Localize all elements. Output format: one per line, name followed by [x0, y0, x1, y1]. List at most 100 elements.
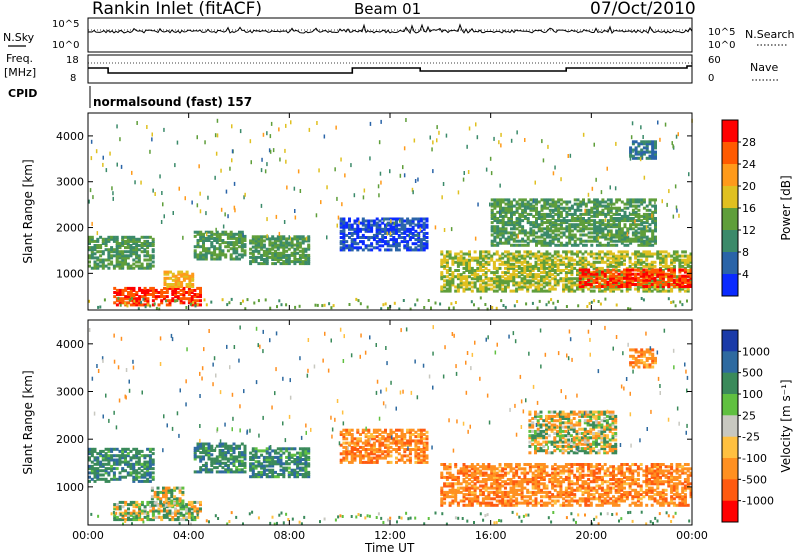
echo-cell: [526, 260, 530, 264]
echo-cell: [160, 220, 163, 224]
echo-cell: [115, 246, 119, 250]
echo-cell: [174, 163, 176, 168]
echo-cell: [493, 235, 497, 239]
echo-cell: [307, 449, 311, 453]
echo-cell: [254, 239, 258, 243]
echo-cell: [648, 200, 652, 204]
echo-cell: [304, 470, 308, 474]
echo-cell: [179, 288, 183, 292]
echo-cell: [129, 235, 133, 239]
echo-cell: [151, 291, 155, 294]
echo-cell: [564, 283, 568, 287]
echo-cell: [578, 268, 582, 272]
echo-cell: [115, 458, 119, 462]
echo-cell: [129, 237, 133, 241]
freq-tick-18: 18: [66, 55, 79, 66]
echo-cell: [205, 303, 208, 307]
echo-cell: [634, 198, 638, 202]
echo-cell: [243, 457, 247, 461]
echo-cell: [582, 227, 585, 231]
echo-cell: [202, 243, 205, 247]
echo-cell: [626, 229, 630, 233]
echo-cell: [526, 273, 530, 277]
echo-cell: [634, 237, 638, 241]
echo-cell: [177, 272, 181, 276]
echo-cell: [113, 518, 117, 522]
echo-cell: [202, 464, 205, 467]
echo-cell: [576, 279, 579, 283]
echo-cell: [148, 449, 152, 453]
echo-cell: [121, 500, 125, 504]
echo-cell: [345, 445, 349, 449]
noise-tick-top-left: 10^5: [52, 19, 79, 30]
echo-cell: [193, 449, 197, 452]
echo-cell: [526, 254, 530, 258]
echo-cell: [535, 243, 538, 247]
echo-cell: [411, 221, 415, 225]
echo-cell: [406, 221, 410, 225]
echo-cell: [672, 274, 676, 278]
echo-cell: [548, 262, 552, 266]
echo-cell: [124, 509, 128, 513]
echo-cell: [129, 503, 133, 507]
echo-cell: [609, 185, 611, 190]
echo-cell: [612, 254, 615, 258]
echo-cell: [185, 518, 189, 522]
echo-cell: [400, 219, 404, 223]
echo-cell: [592, 252, 596, 256]
echo-cell: [93, 260, 97, 264]
echo-cell: [534, 289, 538, 293]
echo-cell: [534, 252, 538, 256]
echo-cell: [501, 217, 505, 220]
echo-cell: [218, 245, 222, 249]
echo-cell: [199, 466, 203, 470]
echo-cell: [590, 300, 593, 304]
echo-region-7: [578, 268, 693, 288]
echo-cell: [146, 125, 148, 129]
echo-cell: [293, 247, 297, 251]
echo-cell: [606, 241, 610, 245]
echo-cell: [257, 299, 260, 303]
echo-cell: [196, 500, 200, 504]
echo-cell: [465, 262, 469, 266]
echo-cell: [553, 269, 557, 272]
echo-cell: [659, 252, 662, 256]
echo-cell: [598, 256, 602, 260]
echo-cell: [229, 461, 233, 465]
echo-cell: [353, 441, 357, 445]
echo-cell: [257, 249, 261, 253]
echo-cell: [301, 251, 305, 255]
echo-cell: [681, 268, 685, 272]
echo-cell: [143, 507, 147, 511]
echo-cell: [631, 233, 635, 237]
echo-cell: [151, 303, 155, 307]
echo-cell: [417, 233, 421, 237]
echo-cell: [667, 264, 671, 268]
echo-cell: [112, 196, 114, 201]
echo-cell: [257, 235, 261, 239]
echo-cell: [451, 283, 455, 287]
echo-cell: [445, 287, 449, 291]
echo-cell: [124, 262, 127, 266]
echo-cell: [546, 206, 549, 210]
echo-cell: [439, 302, 442, 306]
echo-cell: [279, 237, 283, 241]
echo-cell: [182, 235, 184, 240]
echo-cell: [589, 271, 593, 275]
echo-cell: [279, 449, 283, 453]
echo-cell: [510, 202, 513, 206]
echo-cell: [634, 210, 638, 214]
echo-region-0: [88, 235, 155, 270]
echo-cell: [612, 289, 615, 293]
echo-cell: [307, 260, 311, 264]
echo-cell: [568, 237, 572, 241]
echo-cell: [174, 513, 178, 517]
echo-cell: [285, 159, 287, 164]
echo-cell: [296, 247, 300, 251]
echo-cell: [235, 255, 239, 259]
echo-cell: [629, 217, 633, 220]
echo-cell: [462, 260, 466, 264]
echo-cell: [169, 270, 172, 274]
echo-cell: [557, 210, 561, 214]
echo-cell: [204, 140, 206, 145]
